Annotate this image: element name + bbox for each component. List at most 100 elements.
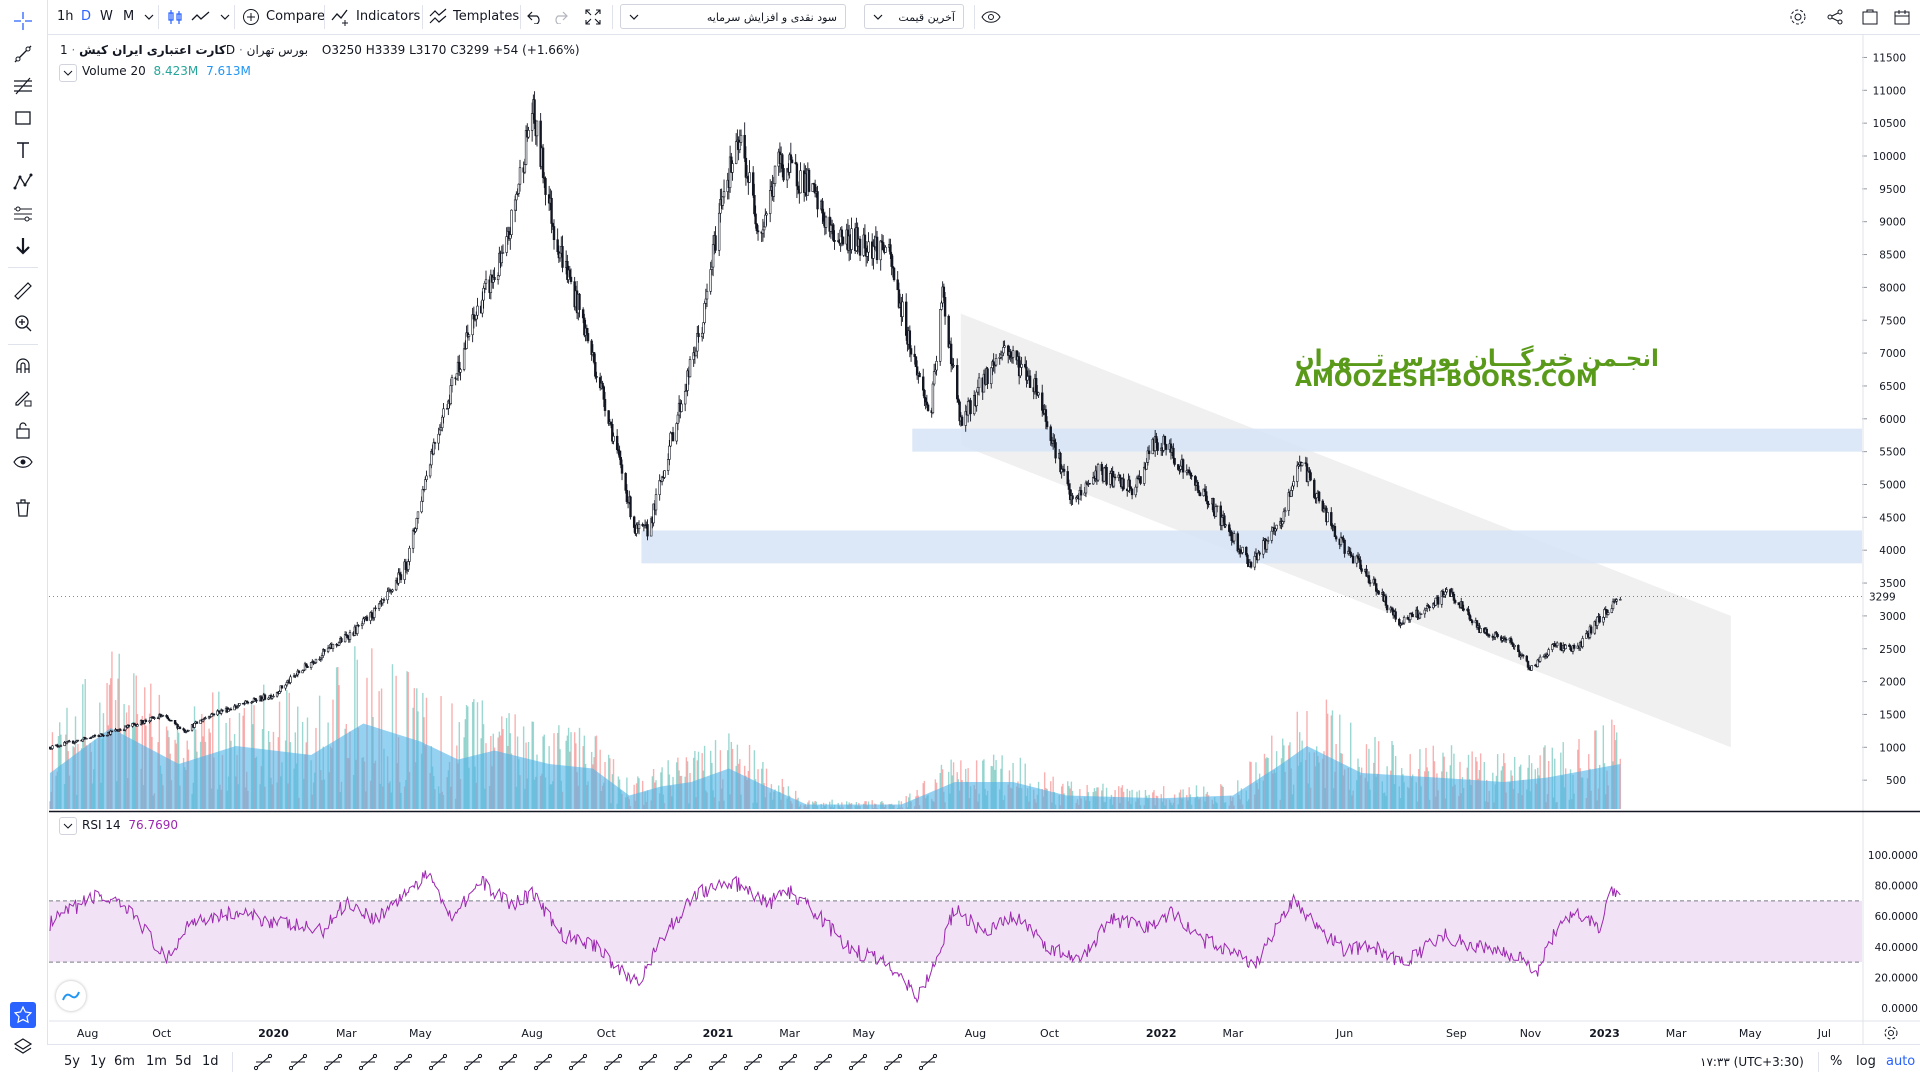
horizontal-lines-icon[interactable]: [322, 1051, 344, 1073]
templates-button[interactable]: Templates: [453, 9, 520, 24]
network-icon[interactable]: [847, 1051, 869, 1073]
stay-drawing-icon[interactable]: [12, 387, 34, 409]
indicators-icon[interactable]: [330, 6, 352, 28]
candle-body: [1428, 606, 1431, 609]
rsi-axis[interactable]: 0.000020.000040.000060.000080.0000100.00…: [1868, 850, 1918, 1015]
arrow-down-icon[interactable]: [12, 235, 34, 257]
undo-icon[interactable]: [524, 6, 546, 28]
volume-legend[interactable]: Volume 20 8.423M 7.613M: [82, 64, 251, 78]
candle-body: [75, 740, 78, 743]
lock-icon[interactable]: [12, 419, 34, 441]
symbol-legend[interactable]: کارت اعتباری ایران کیش · 1D · بورس تهران…: [60, 43, 580, 57]
layers-icon[interactable]: [12, 1036, 34, 1058]
volume-bar: [566, 735, 569, 809]
indicators-button[interactable]: Indicators: [356, 9, 421, 24]
volume-bar: [67, 751, 69, 809]
crosshair-icon[interactable]: [12, 10, 34, 32]
eye-icon[interactable]: [980, 6, 1002, 28]
arrow-line-icon[interactable]: [567, 1051, 589, 1073]
trend-line-icon[interactable]: [12, 43, 34, 65]
forecast-icon[interactable]: [12, 203, 34, 225]
snapshot-icon[interactable]: [1859, 6, 1881, 28]
chevron-down-icon[interactable]: [214, 6, 236, 28]
range-1y[interactable]: 1y: [90, 1054, 106, 1069]
eye-icon[interactable]: [12, 451, 34, 473]
support-zone[interactable]: [641, 530, 1862, 564]
fullscreen-icon[interactable]: [582, 6, 604, 28]
volume-bar: [471, 701, 474, 809]
log-toggle[interactable]: log: [1856, 1054, 1876, 1069]
xabcd-icon[interactable]: [672, 1051, 694, 1073]
auto-toggle[interactable]: auto: [1886, 1054, 1916, 1069]
time-axis[interactable]: Aug Oct 2020 Mar May Aug Oct 2021 Mar May Aug Oct 20…: [77, 1027, 1831, 1040]
date-range-icon[interactable]: [777, 1051, 799, 1073]
templates-icon[interactable]: [428, 6, 450, 28]
price-source-dropdown[interactable]: آخرین قیمت: [864, 4, 964, 29]
volume-bar: [1190, 804, 1193, 809]
range-6m[interactable]: 6m: [114, 1054, 135, 1069]
range-1m[interactable]: 1m: [146, 1054, 167, 1069]
price-axis[interactable]: 5001000150020002500300035004000450050005…: [1862, 52, 1906, 787]
path-icon[interactable]: [812, 1051, 834, 1073]
volume-bar: [110, 678, 112, 809]
range-5d[interactable]: 5d: [175, 1054, 192, 1069]
fib-retracement-icon[interactable]: [12, 75, 34, 97]
rectangle-icon[interactable]: [12, 107, 34, 129]
volume-bar: [875, 804, 877, 809]
callout-icon[interactable]: [427, 1051, 449, 1073]
interval-w[interactable]: W: [100, 9, 113, 24]
price-line-icon[interactable]: [602, 1051, 624, 1073]
interval-d[interactable]: D: [81, 9, 92, 24]
abcde-icon[interactable]: [742, 1051, 764, 1073]
magnet-icon[interactable]: [12, 355, 34, 377]
fib-box-icon[interactable]: [637, 1051, 659, 1073]
dividends-dropdown[interactable]: سود نقدی و افزایش سرمایه: [620, 4, 846, 29]
rect-tool-icon[interactable]: [392, 1051, 414, 1073]
text-icon[interactable]: [12, 139, 34, 161]
volume-bar: [1216, 803, 1218, 809]
text-tool-icon[interactable]: [287, 1051, 309, 1073]
interval-m[interactable]: M: [123, 9, 135, 24]
settings-gear-icon[interactable]: [1880, 1022, 1902, 1044]
trend-angle-icon[interactable]: [532, 1051, 554, 1073]
redo-icon[interactable]: [549, 6, 571, 28]
line-chart-icon[interactable]: [190, 6, 212, 28]
volume-bar: [1080, 798, 1082, 809]
volume-bar: [492, 733, 494, 809]
collapse-rsi-icon[interactable]: [59, 817, 77, 835]
rsi-legend[interactable]: RSI 14 76.7690: [82, 818, 178, 832]
candles-icon[interactable]: [164, 6, 186, 28]
volume-bar: [260, 766, 263, 809]
star-icon[interactable]: [10, 1002, 36, 1028]
cross-line-icon[interactable]: [497, 1051, 519, 1073]
time-display[interactable]: ۱۷:۳۳ (UTC+3:30): [1700, 1055, 1804, 1069]
ray-icon[interactable]: [357, 1051, 379, 1073]
trash-icon[interactable]: [12, 497, 34, 519]
interval-1h[interactable]: 1h: [57, 9, 74, 24]
candle-body: [612, 435, 615, 442]
abcd-icon[interactable]: [707, 1051, 729, 1073]
volume-bar: [124, 731, 126, 809]
zoom-in-icon[interactable]: [12, 312, 34, 334]
tradingview-logo-icon[interactable]: [56, 981, 86, 1011]
ruler-icon[interactable]: [12, 280, 34, 302]
percent-toggle[interactable]: %: [1830, 1054, 1843, 1069]
compare-plus-icon[interactable]: [240, 6, 262, 28]
range-1d[interactable]: 1d: [202, 1054, 219, 1069]
support-zone[interactable]: [912, 428, 1862, 452]
share-icon[interactable]: [1824, 6, 1846, 28]
calendar-icon[interactable]: [1891, 6, 1913, 28]
range-5y[interactable]: 5y: [64, 1054, 80, 1069]
chevron-down-icon[interactable]: [138, 6, 160, 28]
settings-gear-icon[interactable]: [1787, 6, 1809, 28]
horizontal-line-icon[interactable]: [462, 1051, 484, 1073]
lines-icon[interactable]: [252, 1051, 274, 1073]
compare-button[interactable]: Compare: [266, 9, 325, 24]
candle-body: [815, 191, 818, 194]
bars-pattern-icon[interactable]: [917, 1051, 939, 1073]
candle-body: [982, 373, 986, 393]
pattern-icon[interactable]: [12, 171, 34, 193]
collapse-legend-icon[interactable]: [59, 64, 77, 82]
price-range-icon[interactable]: [882, 1051, 904, 1073]
